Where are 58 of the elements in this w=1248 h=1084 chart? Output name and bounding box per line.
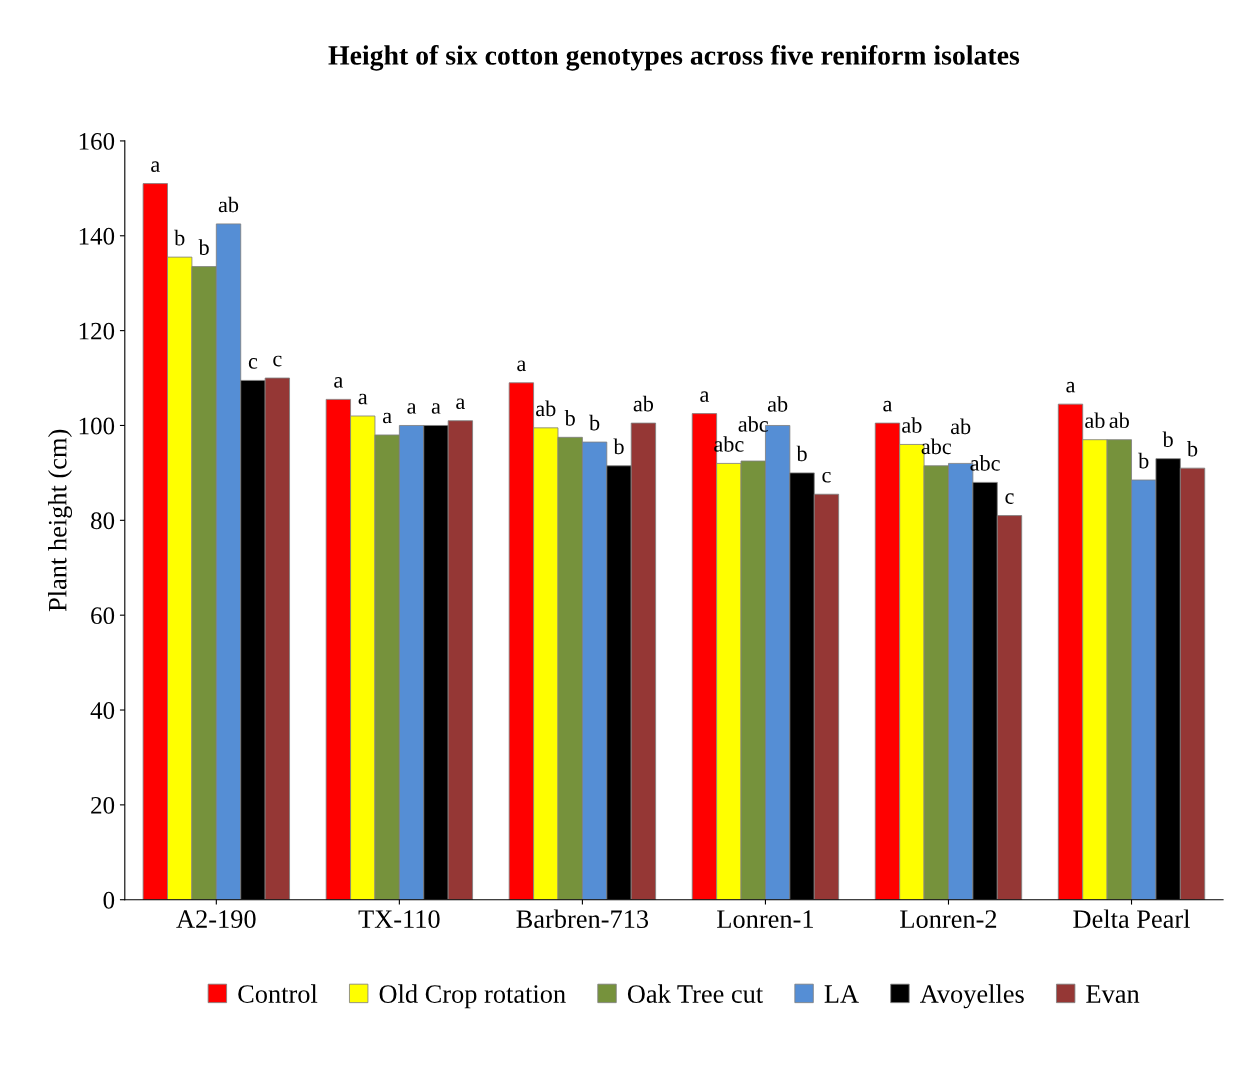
data-label: a (456, 398, 465, 410)
data-label: b (1162, 431, 1173, 448)
data-label: ab (536, 400, 556, 417)
data-label: c (822, 471, 831, 483)
data-label: b (589, 414, 600, 431)
data-label: ab (767, 396, 788, 412)
data-label: a (383, 412, 392, 424)
legend-label: Oak Tree cut (627, 984, 764, 1003)
data-label: a (334, 377, 343, 388)
data-label: ab (1109, 412, 1129, 429)
data-label: ab (218, 196, 239, 213)
x-tick-label: Delta Pearl (1073, 909, 1190, 929)
y-tick-label: 60 (91, 607, 115, 625)
data-label: abc (738, 416, 768, 432)
data-label: a (517, 360, 527, 372)
data-label: abc (970, 455, 1000, 471)
data-label: ab (950, 418, 971, 435)
y-tick-label: 20 (91, 796, 115, 814)
legend-label: LA (824, 985, 859, 1003)
data-label: a (1066, 381, 1076, 393)
x-tick-label: TX-110 (358, 910, 440, 929)
x-tick-label: A2-190 (176, 910, 256, 929)
data-label: ab (902, 417, 922, 433)
y-tick-label: 120 (79, 322, 115, 340)
data-label: b (564, 410, 575, 426)
data-label: abc (921, 438, 952, 455)
legend-label: Old Crop rotation (379, 984, 566, 1009)
data-label: ab (633, 395, 654, 412)
y-tick-label: 100 (79, 417, 115, 435)
x-tick-label: Lonren-2 (900, 910, 997, 929)
data-label: b (796, 445, 807, 462)
x-tick-label: Barbren-713 (516, 909, 649, 929)
y-tick-label: 80 (91, 512, 115, 530)
data-label: b (198, 239, 209, 255)
legend-label: Evan (1086, 985, 1140, 1003)
y-tick-label: 0 (103, 891, 115, 909)
legend-label: Control (238, 984, 318, 1003)
data-label: ab (1085, 412, 1105, 429)
data-label: b (1186, 440, 1198, 457)
data-label: c (248, 358, 258, 369)
chart-title: Height of six cotton genotypes across five reniform isolates (328, 44, 1020, 71)
data-label: a (151, 161, 160, 172)
y-tick-label: 140 (79, 227, 115, 245)
y-tick-label: 40 (90, 702, 115, 719)
data-label: b (174, 229, 185, 246)
data-label: c (273, 355, 282, 367)
data-label: a (407, 403, 417, 414)
y-tick-label: 160 (79, 132, 115, 150)
x-tick-label: Lonren-1 (717, 910, 813, 929)
y-axis-title: Plant height (cm) (48, 429, 73, 612)
data-label: a (358, 393, 368, 405)
data-label: b (613, 438, 624, 455)
data-label: a (700, 391, 710, 402)
legend-label: Avoyelles (919, 984, 1024, 1009)
data-label: c (1005, 493, 1014, 504)
data-label: a (883, 400, 893, 412)
data-label: b (1138, 452, 1149, 469)
data-label: a (431, 403, 441, 414)
